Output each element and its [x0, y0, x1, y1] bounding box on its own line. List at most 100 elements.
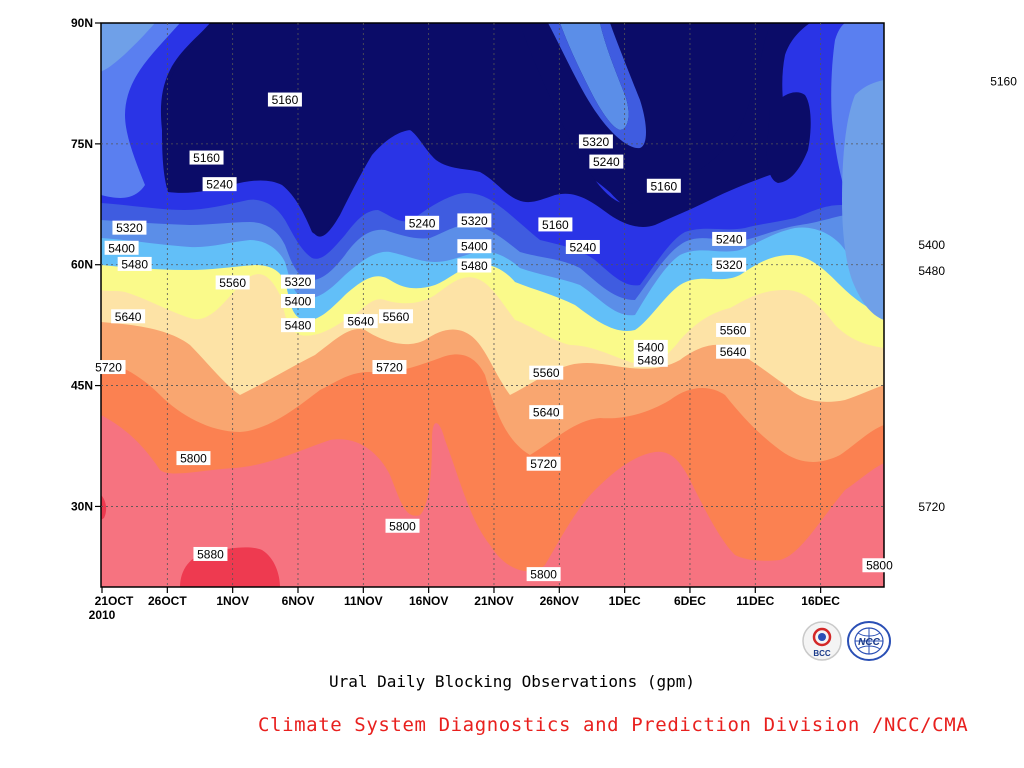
contour-label-bg: [578, 134, 613, 149]
band-upper-left-lighter: [101, 23, 155, 72]
contour-label: 5240: [712, 231, 747, 246]
ncc-logo-icon: NCC: [847, 621, 891, 661]
contour-label-text: 5320: [116, 221, 143, 235]
contour-label: 5240: [405, 215, 440, 230]
contour-label: 5320: [112, 220, 147, 235]
contour-label-bg: [526, 456, 561, 471]
contour-label-bg: [529, 405, 564, 420]
contour-label-bg: [280, 274, 315, 289]
contour-label-text: 5720: [530, 457, 557, 471]
x-tick-label: 6DEC: [674, 594, 706, 608]
contour-label: 5640: [111, 309, 146, 324]
contour-label-text: 5400: [108, 241, 135, 255]
contour-label-bg: [193, 546, 228, 561]
contour-label-text: 5800: [389, 519, 416, 533]
x-tick-label: 16NOV: [409, 594, 448, 608]
contour-label: 5880: [193, 546, 228, 561]
contour-label-text: 5800: [866, 559, 893, 573]
contour-label-text: 5400: [637, 340, 664, 354]
contour-label-bg: [112, 220, 147, 235]
x-tick-label: 11DEC: [736, 594, 774, 608]
contour-label-bg: [633, 339, 668, 354]
band-5240-tongue: [548, 23, 646, 149]
contour-label-text: 5480: [637, 353, 664, 367]
x-tick-label: 6NOV: [282, 594, 315, 608]
contour-label: 5160: [538, 217, 573, 232]
band-5320-tongue: [560, 23, 629, 130]
contour-label: 5320: [712, 257, 747, 272]
contour-label-bg: [457, 239, 492, 254]
contour-label-bg: [914, 263, 949, 278]
contour-label: 5320: [578, 134, 613, 149]
contour-label-text: 5240: [409, 216, 436, 230]
contour-label-bg: [378, 309, 413, 324]
contour-label-text: 5800: [180, 452, 207, 466]
contour-label-bg: [716, 322, 751, 337]
contour-label-text: 5560: [720, 323, 747, 337]
band-dark-patch-right: [766, 92, 811, 183]
contour-label-text: 5560: [533, 366, 560, 380]
y-tick-label: 60N: [71, 258, 93, 272]
contour-label-bg: [343, 314, 378, 329]
contour-label-text: 5240: [593, 155, 620, 169]
contour-label-text: 5240: [569, 240, 596, 254]
y-tick-label: 75N: [71, 137, 93, 151]
contour-label-bg: [176, 451, 211, 466]
band-upper-right-lighter: [842, 80, 884, 320]
contour-label-bg: [914, 499, 949, 514]
contour-label-text: 5480: [285, 319, 312, 333]
contour-label-bg: [633, 352, 668, 367]
contour-label-bg: [372, 360, 407, 375]
contour-label-bg: [862, 558, 897, 573]
contour-label: 5480: [914, 263, 949, 278]
y-axis-ticks: 90N 75N 60N 45N 30N: [71, 16, 101, 513]
contour-label-text: 5320: [285, 275, 312, 289]
contour-label: 5640: [716, 344, 751, 359]
contour-label: 5480: [117, 256, 152, 271]
contour-label-bg: [914, 237, 949, 252]
contour-label: 5800: [526, 567, 561, 582]
contour-label-text: 5640: [115, 310, 142, 324]
contour-label-text: 5160: [272, 93, 299, 107]
contour-label-text: 5640: [533, 406, 560, 420]
organization-caption: Climate System Diagnostics and Predictio…: [258, 714, 969, 736]
x-tick-label: 26OCT: [148, 594, 187, 608]
contour-label-bg: [712, 257, 747, 272]
band-above-5880-edge: [101, 495, 107, 520]
y-tick-label: 90N: [71, 16, 93, 30]
contour-label-bg: [526, 567, 561, 582]
contour-label-text: 5720: [376, 361, 403, 375]
contour-label: 5560: [378, 309, 413, 324]
contour-label-bg: [538, 217, 573, 232]
contour-label-bg: [457, 213, 492, 228]
x-tick-label: 1DEC: [609, 594, 641, 608]
contour-label-text: 5400: [285, 294, 312, 308]
contour-label: 5240: [565, 239, 600, 254]
x-tick-label: 1NOV: [216, 594, 249, 608]
contour-label: 5800: [176, 451, 211, 466]
contour-label-bg: [986, 74, 1021, 89]
contour-label-text: 5720: [918, 500, 945, 514]
bcc-logo-text: BCC: [813, 649, 831, 658]
contour-label-text: 5560: [219, 276, 246, 290]
x-tick-label: 21OCT: [95, 594, 134, 608]
contour-label-bg: [280, 293, 315, 308]
contour-label-bg: [202, 177, 237, 192]
contour-label: 5720: [372, 360, 407, 375]
contour-label: 5320: [457, 213, 492, 228]
contour-label-bg: [111, 309, 146, 324]
contour-label: 5240: [589, 154, 624, 169]
bcc-logo-icon: BCC: [802, 621, 842, 661]
contour-label-bg: [457, 258, 492, 273]
contour-label-text: 5640: [347, 315, 374, 329]
ncc-logo-text: NCC: [858, 637, 880, 648]
contour-label-text: 5480: [918, 264, 945, 278]
x-tick-label: 16DEC: [801, 594, 840, 608]
contour-label-text: 5640: [720, 345, 747, 359]
contour-label-bg: [716, 344, 751, 359]
contour-label: 5160: [646, 178, 681, 193]
contour-label: 5400: [914, 237, 949, 252]
contour-label-bg: [267, 92, 302, 107]
contour-label-text: 5880: [197, 547, 224, 561]
